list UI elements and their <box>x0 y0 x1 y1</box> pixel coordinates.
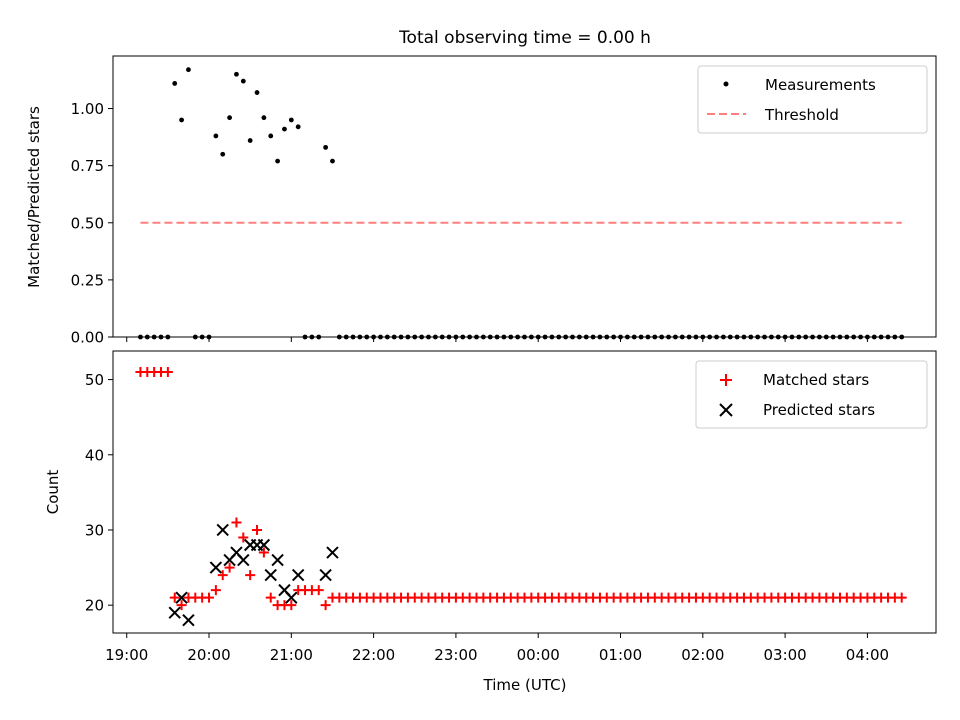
count-x-ticks: 19:00 20:00 21:00 22:00 23:00 00:00 01:00 02:00… <box>105 633 889 664</box>
measurement-point <box>227 115 232 121</box>
count-y-axis-label: Count <box>44 470 62 515</box>
predicted-star-point <box>291 568 305 582</box>
x-tick-label: 22:00 <box>352 646 395 664</box>
predicted-star-point <box>285 591 298 604</box>
predicted-star-point <box>182 614 195 627</box>
x-tick-label: 02:00 <box>681 646 724 664</box>
matched-star-point <box>252 524 263 535</box>
measurement-point <box>172 81 178 86</box>
matched-legend-label: Matched stars <box>763 371 869 389</box>
measurement-point <box>247 138 253 143</box>
matched-star-point <box>896 592 907 603</box>
measurement-point <box>179 117 184 123</box>
predicted-star-point <box>237 553 250 567</box>
ratio-legend: Measurements Threshold <box>697 65 928 134</box>
count-panel: 20 30 40 50 19:00 20:00 21:00 22:00 23:00 00:00 0… <box>44 350 937 694</box>
measurement-point <box>213 133 219 139</box>
measurement-point <box>254 90 260 95</box>
matched-star-point <box>176 600 187 611</box>
measurement-point <box>220 151 226 157</box>
count-legend-box <box>695 360 928 429</box>
matched-star-point <box>210 585 221 596</box>
matched-star-point <box>265 592 276 603</box>
predicted-legend-label: Predicted stars <box>763 401 875 419</box>
count-axes-frame <box>112 350 937 634</box>
x-tick-label: 03:00 <box>763 646 806 664</box>
matched-star-point <box>238 532 249 543</box>
count-y-tick-label: 40 <box>85 446 104 464</box>
x-tick-label: 19:00 <box>105 646 148 664</box>
predicted-star-point <box>209 561 223 574</box>
measurement-point <box>240 78 246 84</box>
ratio-y-tick-label: 0.50 <box>71 214 104 232</box>
x-tick-label: 21:00 <box>270 646 313 664</box>
count-legend: Matched stars Predicted stars <box>695 360 928 429</box>
measurement-point <box>323 144 329 150</box>
predicted-star-point <box>257 538 271 552</box>
predicted-star-point <box>271 553 284 567</box>
ratio-axes-frame <box>112 55 937 338</box>
count-y-ticks: 20 30 40 50 <box>85 371 113 615</box>
threshold-legend-label: Threshold <box>764 106 839 124</box>
matched-star-point <box>245 570 256 581</box>
matched-star-point <box>286 600 297 611</box>
matched-star-point <box>217 570 228 581</box>
measurement-point <box>234 71 239 77</box>
measurement-point <box>288 117 294 123</box>
measurement-point <box>275 158 280 164</box>
ratio-y-tick-label: 0.75 <box>71 157 104 175</box>
ratio-y-axis-label: Matched/Predicted stars <box>25 106 43 288</box>
predicted-star-point <box>326 546 339 559</box>
x-axis-label: Time (UTC) <box>483 676 567 694</box>
predicted-stars-points <box>168 523 339 627</box>
predicted-star-point <box>175 591 188 604</box>
measurement-point <box>330 158 335 164</box>
predicted-star-point <box>168 606 181 619</box>
matched-star-point <box>162 367 173 378</box>
matched-star-point <box>224 562 235 573</box>
matched-stars-points <box>135 367 907 611</box>
x-tick-label: 23:00 <box>434 646 477 664</box>
ratio-y-ticks: 0.00 0.25 0.50 0.75 1.00 <box>71 100 113 347</box>
figure-title: Total observing time = 0.00 h <box>398 28 651 48</box>
predicted-star-point <box>264 568 277 582</box>
x-tick-label: 00:00 <box>517 646 560 664</box>
predicted-legend-marker <box>719 403 733 417</box>
count-y-tick-label: 50 <box>85 371 104 389</box>
ratio-y-tick-label: 0.00 <box>71 329 104 347</box>
matched-star-point <box>169 592 180 603</box>
matched-star-point <box>313 585 324 596</box>
measurement-point <box>282 126 287 132</box>
measurement-point <box>295 124 301 130</box>
matched-star-point <box>231 517 242 528</box>
x-tick-label: 20:00 <box>187 646 230 664</box>
measurement-point <box>186 67 191 73</box>
ratio-y-tick-label: 0.25 <box>71 271 104 289</box>
x-tick-label: 01:00 <box>599 646 642 664</box>
ratio-y-tick-label: 1.00 <box>71 100 104 118</box>
measurements-legend-marker <box>723 81 729 87</box>
measurement-point <box>268 133 274 139</box>
ratio-panel: 0.00 0.25 0.50 0.75 1.00 Matched/Predicted s… <box>25 55 937 347</box>
matched-star-point <box>204 592 215 603</box>
matched-legend-marker <box>720 374 732 386</box>
count-y-tick-label: 30 <box>85 521 104 539</box>
ratio-legend-box <box>697 65 928 134</box>
matched-star-point <box>258 547 269 558</box>
count-y-tick-label: 20 <box>85 597 104 615</box>
measurement-point <box>261 115 267 121</box>
measurements-legend-label: Measurements <box>765 76 876 94</box>
predicted-star-point <box>319 568 332 582</box>
predicted-star-point <box>216 523 229 537</box>
matched-star-point <box>320 600 331 611</box>
x-tick-label: 04:00 <box>846 646 889 664</box>
